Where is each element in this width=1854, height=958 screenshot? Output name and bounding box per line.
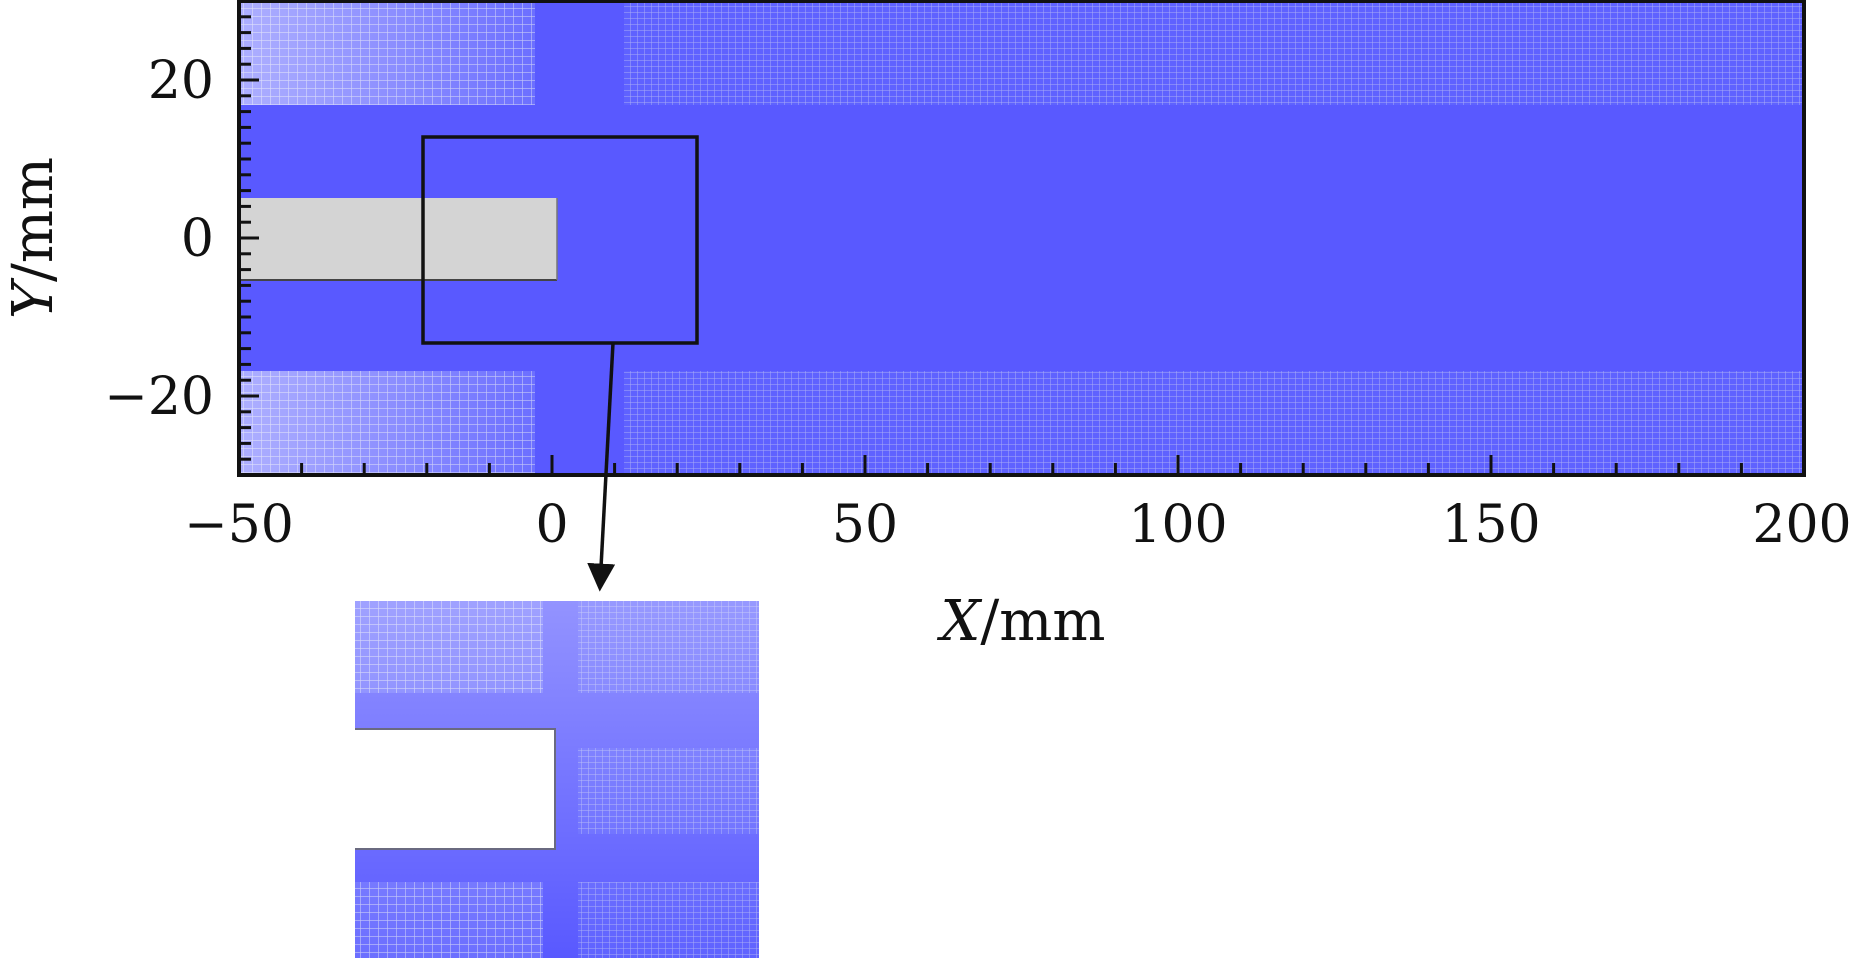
x-axis-ticks [237, 455, 1806, 475]
mesh-block-top-right [624, 1, 1804, 105]
mesh-block-bottom-left-fade [239, 371, 535, 475]
mesh-block-bottom-right [624, 371, 1804, 475]
zoom-arrow [587, 342, 616, 592]
y-tick-label: 20 [148, 51, 214, 111]
x-tick-label: −50 [184, 495, 294, 555]
zoom-box [421, 135, 699, 345]
obstacle-plate [239, 198, 557, 280]
x-tick-label: 150 [1441, 495, 1540, 555]
y-tick-label: −20 [104, 367, 214, 427]
zoom-inset [355, 601, 759, 958]
x-tick-labels: −50 0 50 100 150 200 [184, 495, 1852, 555]
mesh-block-top-left-fade [239, 1, 535, 105]
y-axis-label: Y/mm [1, 157, 66, 319]
y-tick-label: 0 [181, 209, 214, 269]
y-tick-labels: 20 0 −20 [104, 51, 214, 427]
x-tick-label: 0 [535, 495, 568, 555]
x-axis-label: X/mm [937, 589, 1106, 654]
plot-area [237, 0, 1806, 477]
x-tick-label: 200 [1752, 495, 1851, 555]
y-axis-ticks [239, 0, 259, 477]
inset-obstacle [355, 729, 555, 849]
x-tick-label: 100 [1128, 495, 1227, 555]
inset-obstacle-edge [355, 728, 556, 850]
x-tick-label: 50 [832, 495, 898, 555]
